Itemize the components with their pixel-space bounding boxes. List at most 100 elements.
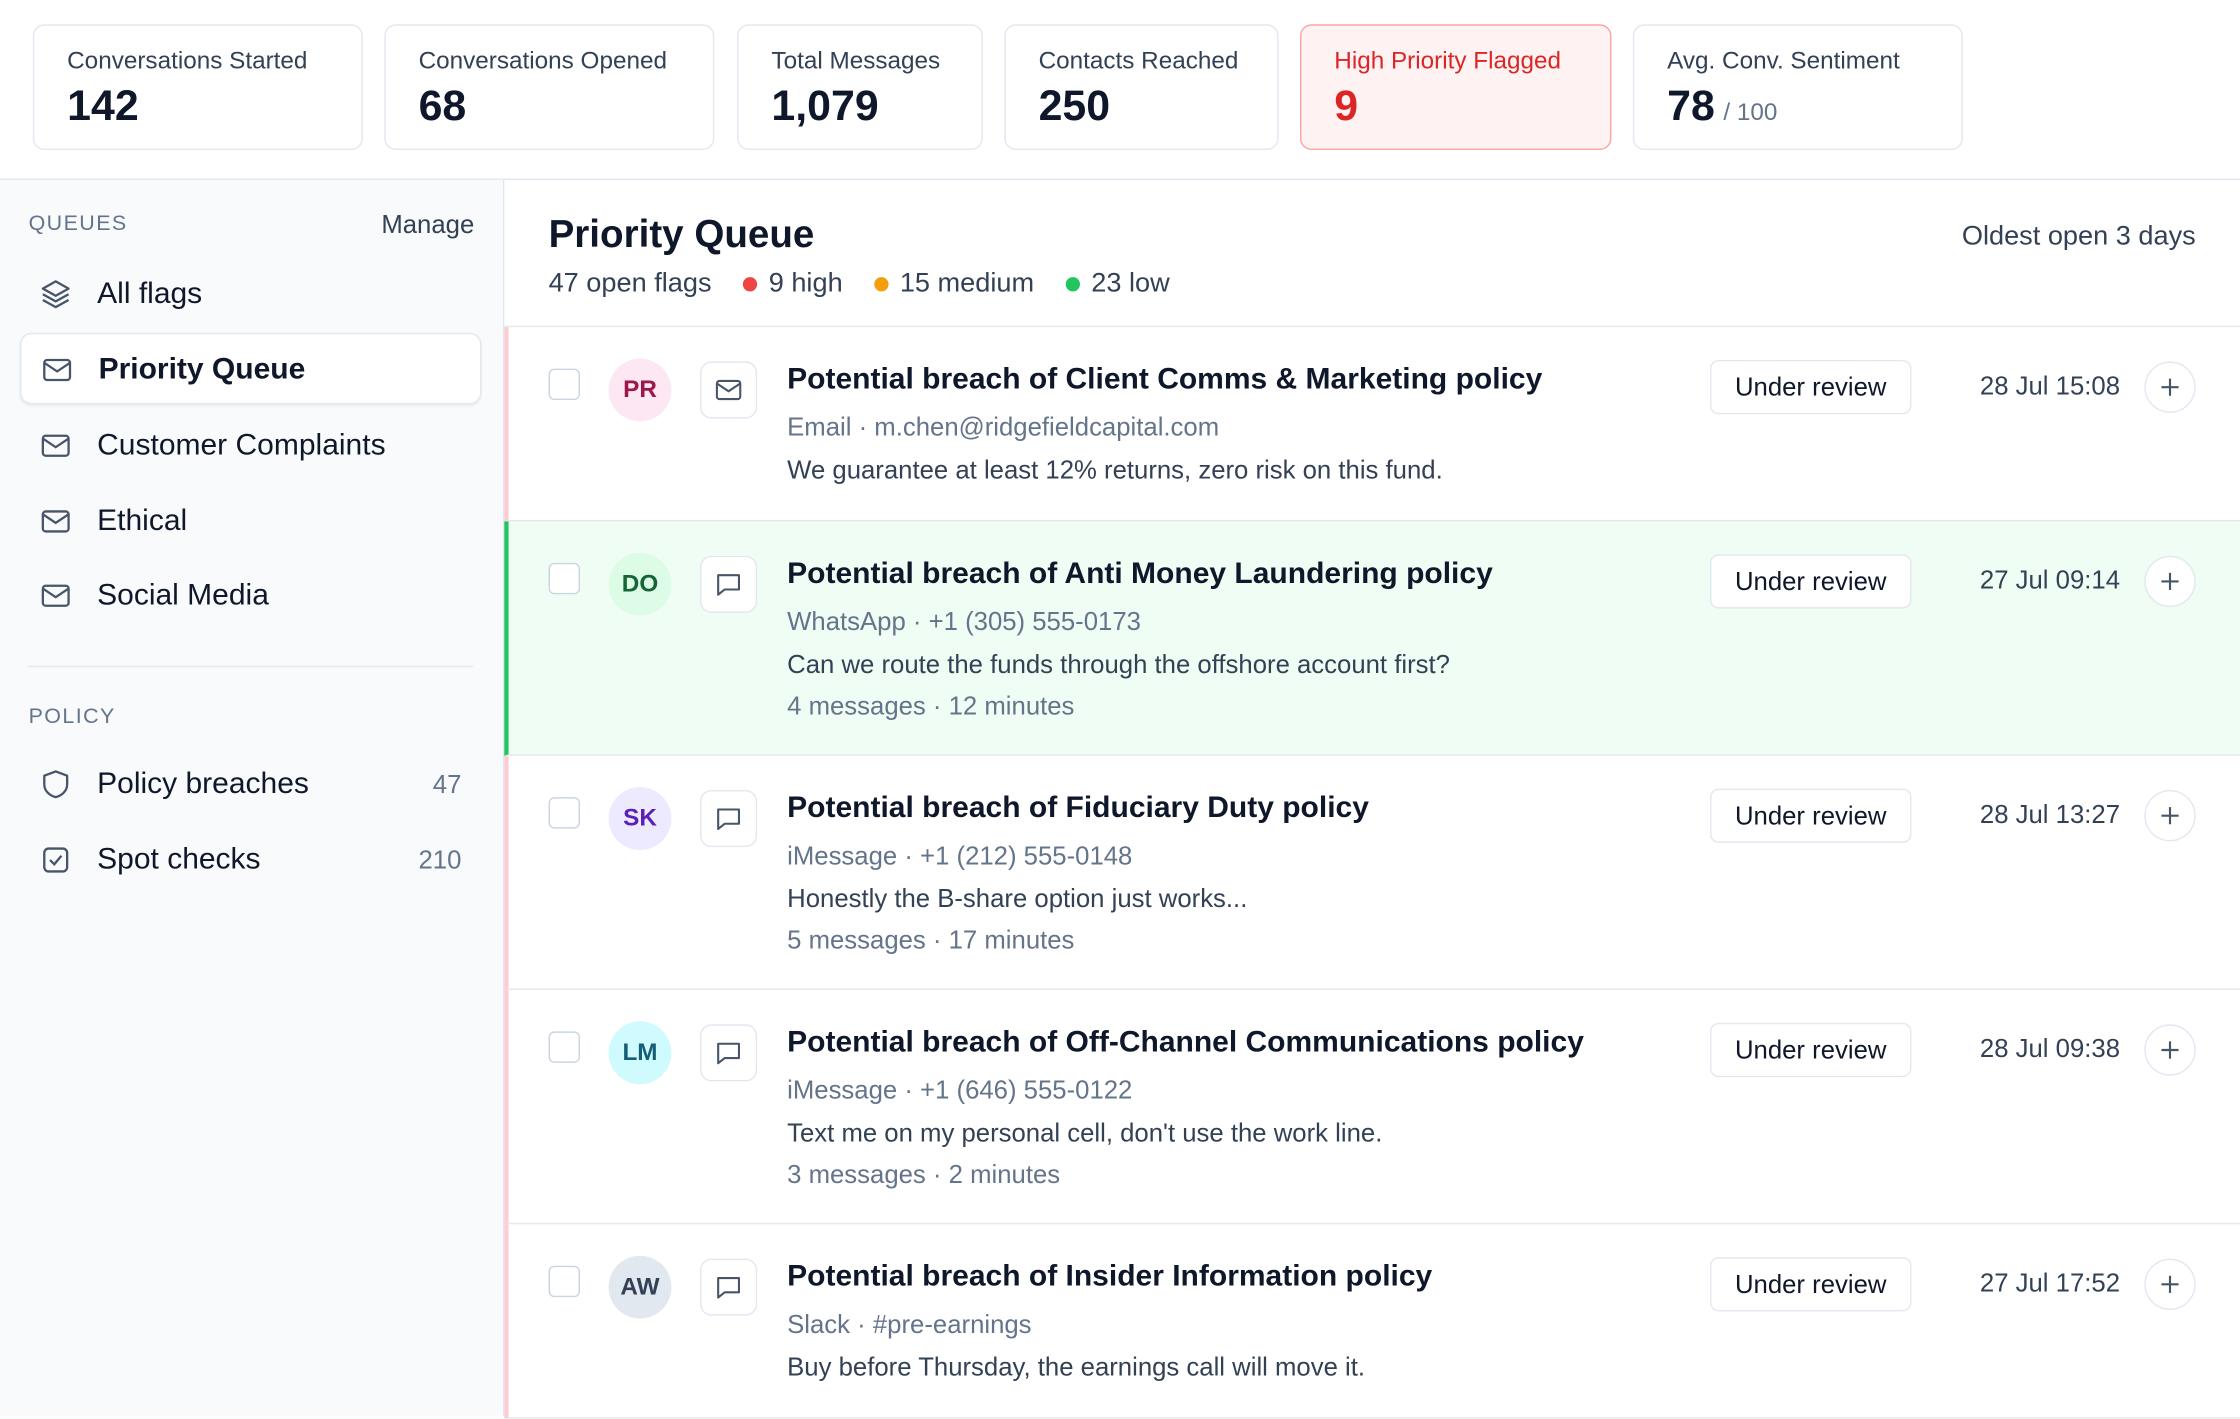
stat-number: 250 [1038,82,1111,130]
status-badge[interactable]: Under review [1709,359,1912,415]
flag-row[interactable]: SK Potential breach of Fiduciary Duty pol… [504,755,2240,990]
row-checkbox[interactable] [548,368,580,400]
queue-item[interactable]: Priority Queue [19,332,482,405]
row-checkbox[interactable] [548,1031,580,1063]
stat-value: 68 [419,83,467,132]
flag-channel: Slack · #pre-earnings [787,1309,1032,1339]
avatar: SK [608,787,672,850]
stat-card[interactable]: Conversations Opened 68 [384,24,715,150]
stat-card[interactable]: High Priority Flagged 9 [1299,24,1612,150]
channel-icon [699,555,758,613]
icon [717,1277,740,1299]
queue-label: Priority Queue [98,352,306,386]
stat-card[interactable]: Avg. Conv. Sentiment 78 / 100 [1632,24,1963,150]
stat-label: Total Messages [771,47,941,75]
status-badge[interactable]: Under review [1709,1022,1912,1078]
status-badge[interactable]: Under review [1709,554,1912,609]
avatar: LM [608,1021,672,1085]
stat-label: Conversations Started [67,47,308,75]
avatar: DO [608,552,672,616]
icon [717,808,740,830]
policy-count: 210 [418,845,462,875]
flag-message: Buy before Thursday, the earnings call w… [787,1352,1366,1382]
flag-message: Honestly the B-share option just works..… [787,884,1248,913]
channel-icon [699,1258,758,1316]
queue-item[interactable]: Social Media [20,560,481,631]
flag-message: Text me on my personal cell, don't use t… [787,1118,1383,1148]
queue-item[interactable]: All flags [20,259,481,330]
flag-time: 27 Jul 17:52 [1979,1268,2120,1298]
flag-channel: WhatsApp · +1 (305) 555-0173 [787,607,1141,636]
flag-title: Potential breach of Off-Channel Communic… [787,1025,1584,1059]
policy-label: Policy breaches [97,767,309,800]
stat-card[interactable]: Total Messages 1,079 [737,24,983,150]
flag-channel: iMessage · +1 (646) 555-0122 [787,1075,1133,1105]
divider [28,665,473,668]
flag-row[interactable]: PR Potential breach of Client Comms & Mar… [504,327,2240,522]
queue-label: Social Media [97,578,269,612]
flag-message: Can we route the funds through the offsh… [787,649,1450,679]
high-count: 9 high [768,268,843,299]
icon [715,379,742,401]
policy-heading: POLICY [28,704,116,729]
stat-number: 68 [418,82,467,130]
queue-label: All flags [97,277,203,310]
queue-label: Ethical [97,504,188,538]
avatar: AW [608,1255,672,1319]
flag-message: We guarantee at least 12% returns, zero … [787,455,1443,485]
stat-label: High Priority Flagged [1334,47,1562,75]
manage-link[interactable]: Manage [381,209,475,239]
policy-item[interactable]: Spot checks 210 [20,824,481,895]
stat-value: 1,079 [771,83,878,132]
flag-time: 28 Jul 09:38 [1979,1034,2120,1063]
queue-item[interactable]: Ethical [20,486,481,557]
status-badge[interactable]: Under review [1709,1257,1912,1312]
flag-row[interactable]: LM Potential breach of Off-Channel Commun… [504,989,2240,1225]
icon [717,574,740,596]
stat-card[interactable]: Conversations Started 142 [32,24,363,150]
stat-value: 142 [67,83,139,132]
stat-value: 78 / 100 [1667,83,1777,132]
flag-row[interactable]: AW Potential breach of Insider Informatio… [504,1224,2240,1419]
queue-summary: 47 open flags 9 high 15 medium 23 low [549,269,1170,300]
open-count: 47 open flags [548,268,712,299]
flag-time: 28 Jul 15:08 [1979,371,2120,400]
queues-heading: QUEUES [28,211,128,236]
icon [43,847,69,873]
row-checkbox[interactable] [548,797,580,829]
queue-title: Priority Queue [548,212,815,256]
policy-label: Spot checks [97,842,261,876]
stat-number: 9 [1334,82,1359,130]
stat-value: 9 [1334,83,1358,132]
policy-count: 47 [432,769,462,799]
row-checkbox[interactable] [548,1265,580,1298]
row-checkbox[interactable] [548,562,580,595]
queue-panel: Priority Queue 47 open flags 9 high 15 med… [504,178,2240,1419]
low-count: 23 low [1091,268,1170,299]
stat-label: Conversations Opened [418,47,667,75]
stat-card[interactable]: Contacts Reached 250 [1004,24,1279,150]
flag-channel: iMessage · +1 (212) 555-0148 [787,841,1133,870]
icon [43,358,72,382]
flag-title: Potential breach of Anti Money Launderin… [787,557,1493,590]
add-button[interactable] [2144,1024,2196,1076]
flag-meta: 4 messages · 12 minutes [787,691,1075,720]
icon [41,584,70,607]
policy-item[interactable]: Policy breaches 47 [20,749,481,820]
add-button[interactable] [2144,361,2196,413]
flag-row[interactable]: DO Potential breach of Anti Money Launder… [504,521,2240,756]
flag-time: 28 Jul 13:27 [1979,799,2120,829]
sidebar: QUEUES Manage All flags Priority Queue Cus… [0,178,505,1416]
add-button[interactable] [2144,1258,2196,1310]
queue-item[interactable]: Customer Complaints [20,410,481,481]
flag-title: Potential breach of Insider Information … [787,1259,1433,1293]
add-button[interactable] [2144,555,2196,608]
flag-meta: 3 messages · 2 minutes [787,1159,1061,1189]
status-badge[interactable]: Under review [1709,788,1912,843]
oldest-open: Oldest open 3 days [1961,221,2196,252]
queue-label: Customer Complaints [97,428,386,462]
add-button[interactable] [2144,789,2196,842]
avatar: PR [608,358,672,422]
